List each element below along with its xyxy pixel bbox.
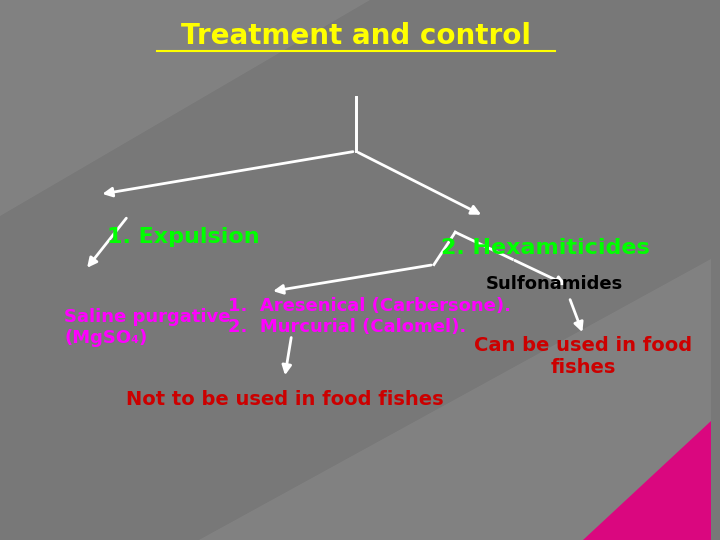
Polygon shape (199, 259, 711, 540)
Text: Not to be used in food fishes: Not to be used in food fishes (126, 390, 444, 409)
Text: Sulfonamides: Sulfonamides (486, 275, 624, 293)
Text: Treatment and control: Treatment and control (181, 22, 531, 50)
Text: 1.  Aresenical (Carbersone).
2.  Murcurial (Calomel).: 1. Aresenical (Carbersone). 2. Murcurial… (228, 297, 510, 336)
Text: 1. Expulsion: 1. Expulsion (107, 227, 259, 247)
Text: 2. Hexamiticides: 2. Hexamiticides (441, 238, 650, 258)
Polygon shape (0, 0, 370, 216)
Polygon shape (583, 421, 711, 540)
Text: Can be used in food
fishes: Can be used in food fishes (474, 336, 693, 377)
Text: Saline purgative
(MgSO₄): Saline purgative (MgSO₄) (64, 308, 230, 347)
